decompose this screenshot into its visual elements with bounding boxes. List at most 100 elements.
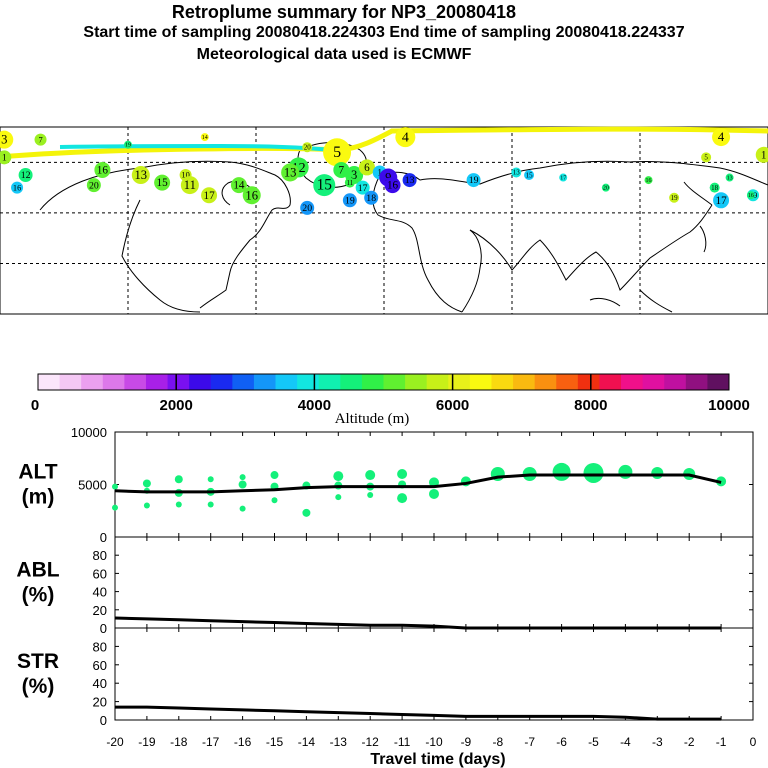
altitude-point	[143, 502, 150, 509]
x-tick-label: -19	[138, 735, 156, 749]
x-tick-label: -3	[652, 735, 663, 749]
plume-marker	[11, 181, 24, 194]
plume-marker	[242, 186, 261, 205]
altitude-point	[333, 471, 344, 482]
x-tick-label: -17	[202, 735, 220, 749]
plume-marker-label: 19	[671, 194, 679, 202]
colorbar-swatch	[124, 374, 147, 390]
plume-marker-label: 16	[245, 188, 258, 202]
plume-marker-label: 16	[13, 183, 21, 192]
altitude-point	[239, 474, 246, 481]
plume-marker	[154, 174, 171, 191]
plume-marker	[524, 170, 535, 181]
coastline	[372, 174, 463, 313]
colorbar-swatch	[102, 374, 125, 390]
altitude-point	[618, 464, 633, 479]
plume-marker-label: 9	[385, 171, 391, 185]
plume-marker	[669, 192, 680, 203]
plume-marker	[313, 174, 336, 197]
panel-ylabel: ALT	[18, 461, 57, 484]
x-tick-label: -15	[266, 735, 284, 749]
mean-line	[114, 473, 722, 494]
plume-marker-label: 1	[377, 168, 382, 179]
plume-marker	[713, 192, 730, 209]
plume-marker-label: 19	[125, 142, 131, 148]
plume-marker	[746, 191, 755, 200]
plume-marker	[180, 176, 199, 195]
colorbar-swatch	[361, 374, 384, 390]
panel-ylabel-unit: (%)	[22, 675, 55, 698]
x-tick-label: -6	[556, 735, 567, 749]
y-tick-label: 60	[93, 566, 107, 581]
altitude-point	[429, 488, 439, 499]
plume-marker	[709, 182, 720, 193]
panel-abl: 80 60 40 20 0 ABL(%)	[16, 536, 754, 636]
plume-marker-label: 13	[284, 166, 297, 180]
colorbar-swatch	[38, 374, 61, 390]
plume-marker	[358, 159, 375, 176]
plume-marker	[34, 133, 47, 146]
colorbar-frame	[37, 373, 730, 391]
y-tick-label: 0	[100, 713, 107, 728]
plume-marker-label: 11	[346, 179, 353, 187]
y-tick-label: 0	[100, 530, 107, 545]
plume-marker-label: 11	[184, 178, 196, 192]
plume-marker	[281, 163, 300, 182]
plume-marker-label: 1	[2, 152, 7, 163]
plume-marker	[300, 200, 315, 215]
panel-ylabel: ABL	[16, 559, 59, 582]
x-tick-label: -4	[620, 735, 631, 749]
colorbar-tick-label: 4000	[298, 397, 331, 414]
colorbar-swatch	[642, 374, 665, 390]
colorbar-swatch	[232, 374, 255, 390]
altitude-point	[335, 494, 342, 501]
colorbar-swatch	[599, 374, 622, 390]
colorbar-swatch	[275, 374, 298, 390]
plume-marker	[302, 142, 313, 153]
chart-title: Retroplume summary for NP3_20080418	[171, 2, 517, 22]
plume-marker	[559, 173, 568, 182]
mean-line	[114, 616, 722, 630]
altitude-point	[238, 480, 247, 489]
plume-marker-label: 17	[203, 190, 215, 202]
plume-marker	[755, 146, 768, 163]
colorbar-swatch	[340, 374, 363, 390]
x-tick-label: -18	[170, 735, 188, 749]
colorbar-swatch	[189, 374, 212, 390]
x-tick-label: 0	[750, 735, 757, 749]
plume-marker	[18, 168, 33, 183]
plume-marker	[94, 161, 111, 178]
colorbar-swatch	[577, 374, 600, 390]
colorbar-label: Altitude (m)	[335, 411, 410, 427]
panel-ylabel: STR	[17, 650, 59, 673]
plume-marker-label: 3	[351, 168, 357, 182]
plume-marker-label: 16	[97, 165, 109, 177]
plume-marker-label: 7	[38, 135, 42, 144]
met-data-label: Meteorological data used is ECMWF	[196, 46, 472, 63]
panel-ylabel-unit: (m)	[22, 486, 55, 509]
plume-marker-label: 10	[181, 171, 189, 180]
y-tick-label: 0	[100, 621, 107, 636]
altitude-point	[142, 479, 151, 488]
altitude-point	[651, 466, 664, 479]
colorbar-swatch	[469, 374, 492, 390]
plume-marker-label: 7	[339, 165, 345, 177]
x-tick-label: -5	[588, 735, 599, 749]
x-tick-label: -11	[394, 735, 411, 749]
colorbar-swatch	[405, 374, 428, 390]
time-series-panels: 1000050000ALT(m)806040200ABL(%)806040200…	[16, 425, 756, 749]
colorbar-swatch	[448, 374, 471, 390]
colorbar-tick-label: 0	[31, 397, 39, 414]
coastline	[589, 297, 621, 307]
y-tick-label: 80	[93, 639, 107, 654]
plume-marker	[701, 152, 712, 163]
altitude-point	[175, 501, 182, 508]
coastline	[699, 225, 707, 253]
altitude-point	[270, 471, 279, 480]
colorbar-swatch	[383, 374, 406, 390]
plume-marker	[124, 140, 132, 149]
x-tick-label: -10	[425, 735, 443, 749]
plume-marker	[384, 177, 401, 194]
plume-marker-label: 12	[21, 170, 31, 181]
colorbar-swatch	[707, 374, 730, 390]
